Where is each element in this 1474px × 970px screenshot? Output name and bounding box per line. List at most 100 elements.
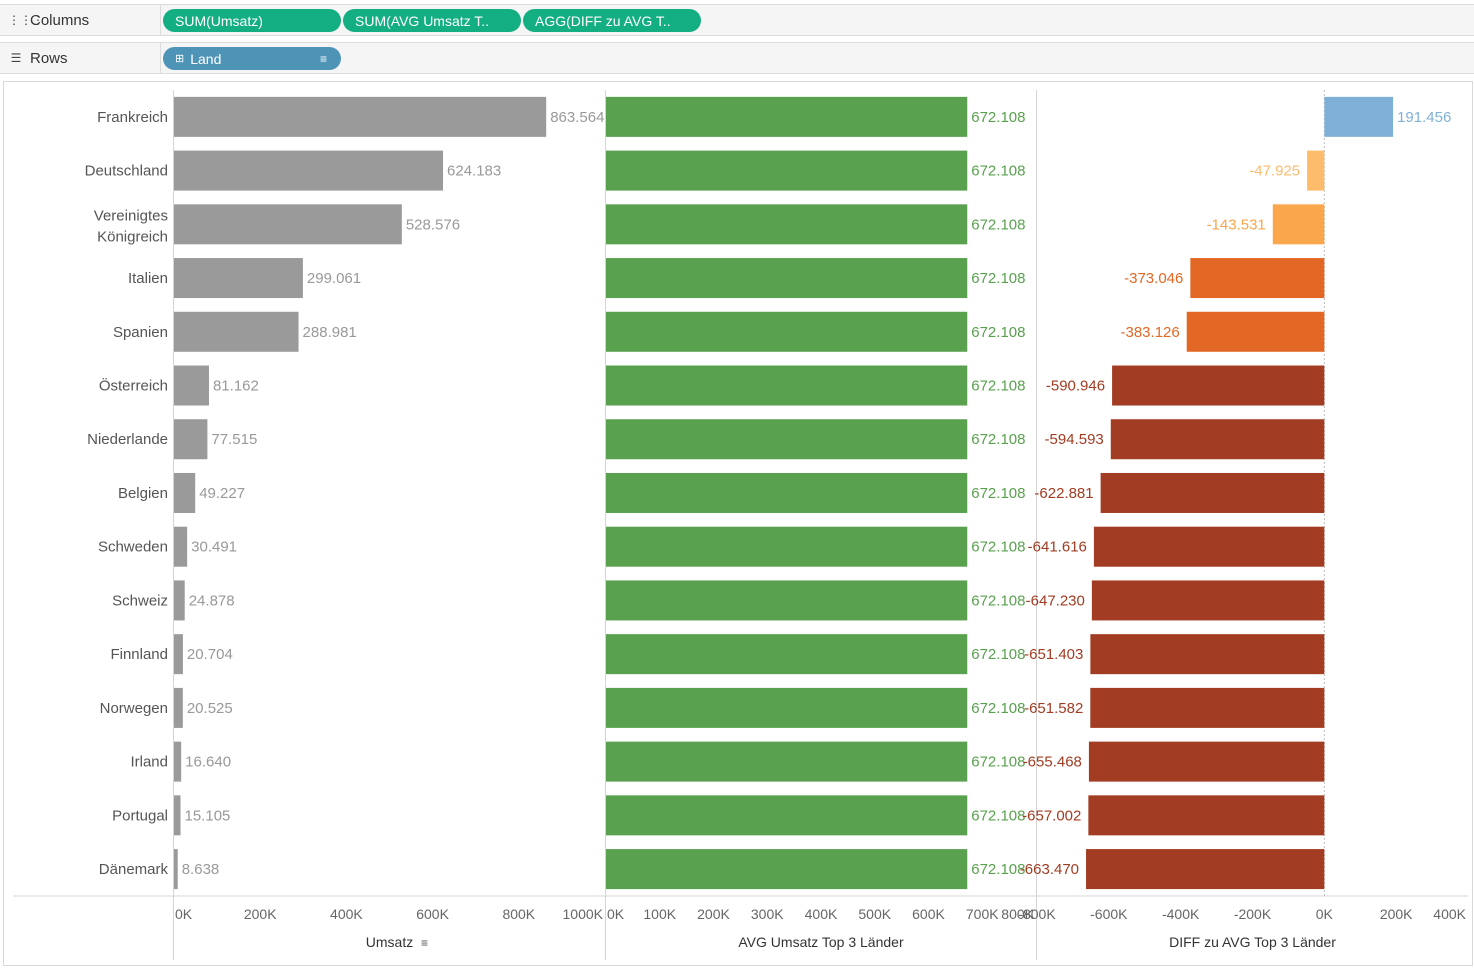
diff-bar	[1324, 96, 1394, 137]
bar-value-label: 672.108	[971, 163, 1025, 180]
umsatz-bar	[174, 741, 182, 782]
avg-bar	[606, 795, 968, 836]
category-label: Irland	[130, 754, 168, 771]
axis-tick-label: 700K	[966, 906, 999, 922]
diff-bar	[1190, 258, 1325, 299]
bar-value-label: -143.531	[1207, 216, 1266, 233]
avg-bar	[606, 204, 968, 245]
axis-tick-label: 400K	[1433, 906, 1466, 922]
bar-value-label: 672.108	[971, 216, 1025, 233]
axis-tick-label: 0K	[1316, 906, 1334, 922]
axis-tick-label: 200K	[697, 906, 730, 922]
bar-value-label: -622.881	[1034, 485, 1093, 502]
bar-value-label: 863.564	[550, 109, 604, 126]
avg-bar	[606, 849, 968, 890]
bar-value-label: 672.108	[971, 109, 1025, 126]
diff-bar	[1186, 311, 1325, 352]
bar-value-label: 672.108	[971, 378, 1025, 395]
category-label: Schweden	[98, 539, 168, 556]
diff-bar	[1086, 849, 1325, 890]
axis-tick-label: -400K	[1162, 906, 1200, 922]
bar-value-label: 15.105	[185, 807, 231, 824]
category-label: Österreich	[99, 377, 168, 395]
columns-label: Columns	[30, 11, 90, 29]
umsatz-bar	[174, 204, 402, 245]
avg-bar	[606, 150, 968, 191]
bar-value-label: 299.061	[307, 270, 361, 287]
axis-tick-label: 0K	[607, 906, 625, 922]
pill-label: AGG(DIFF zu AVG T..	[535, 12, 671, 29]
umsatz-bar	[174, 795, 181, 836]
axis-tick-label: 600K	[416, 906, 449, 922]
pill-label: SUM(AVG Umsatz T..	[355, 12, 490, 29]
umsatz-bar	[174, 150, 444, 191]
diff-bar	[1272, 204, 1325, 245]
bar-value-label: 20.704	[187, 646, 233, 663]
umsatz-bar	[174, 687, 183, 728]
expand-icon[interactable]: ⊞	[175, 53, 185, 65]
avg-bar	[606, 741, 968, 782]
avg-bar	[606, 634, 968, 675]
category-label-line: Vereinigtes	[94, 207, 168, 224]
pill-agg-diff[interactable]: AGG(DIFF zu AVG T..	[523, 9, 701, 32]
axis-tick-label: 800K	[1001, 906, 1034, 922]
pill-label: SUM(Umsatz)	[175, 12, 263, 29]
axis-tick-label: 1000K	[563, 906, 604, 922]
rows-shelf-label: ☰ Rows	[0, 43, 161, 73]
diff-bar	[1090, 634, 1325, 675]
axis-tick-label: 600K	[912, 906, 945, 922]
avg-bar	[606, 96, 968, 137]
axis-tick-label: -600K	[1090, 906, 1128, 922]
diff-bar	[1100, 472, 1325, 513]
pill-sum-avg-umsatz[interactable]: SUM(AVG Umsatz T..	[343, 9, 521, 32]
diff-bar	[1088, 741, 1325, 782]
umsatz-bar	[174, 526, 188, 567]
pill-land[interactable]: ⊞ Land ≡	[163, 47, 341, 70]
bar-value-label: 30.491	[191, 539, 237, 556]
axis-tick-label: 0K	[175, 906, 193, 922]
avg-bar	[606, 311, 968, 352]
bar-value-label: 16.640	[185, 754, 231, 771]
bar-value-label: 624.183	[447, 163, 501, 180]
bar-value-label: 672.108	[971, 270, 1025, 287]
umsatz-bar	[174, 580, 185, 621]
bar-value-label: -594.593	[1045, 431, 1104, 448]
axis-tick-label: 500K	[858, 906, 891, 922]
bar-value-label: -651.403	[1024, 646, 1083, 663]
avg-bar	[606, 687, 968, 728]
rows-shelf: ☰ Rows ⊞ Land ≡	[0, 42, 1474, 74]
category-label: Finnland	[110, 646, 168, 663]
sort-descending-icon[interactable]: ≡	[319, 52, 327, 66]
bar-value-label: -641.616	[1028, 539, 1087, 556]
bar-value-label: 288.981	[303, 324, 357, 341]
diff-bar	[1091, 580, 1325, 621]
axis-tick-label: 400K	[330, 906, 363, 922]
diff-bar	[1093, 526, 1325, 567]
bar-value-label: 81.162	[213, 378, 259, 395]
umsatz-bar	[174, 472, 196, 513]
bar-value-label: -655.468	[1023, 754, 1082, 771]
sort-indicator-icon: ≡	[421, 936, 428, 950]
category-label: Spanien	[113, 324, 168, 341]
umsatz-bar	[174, 849, 178, 890]
axis-title: AVG Umsatz Top 3 Länder	[738, 934, 904, 950]
category-label: Portugal	[112, 807, 168, 824]
umsatz-bar	[174, 311, 299, 352]
category-label: Italien	[128, 270, 168, 287]
avg-bar	[606, 580, 968, 621]
bar-value-label: 672.108	[971, 324, 1025, 341]
pill-label: Land	[190, 50, 222, 67]
chart-frame	[3, 81, 1473, 966]
axis-tick-label: -200K	[1234, 906, 1272, 922]
diff-bar	[1090, 687, 1325, 728]
bar-value-label: -657.002	[1022, 807, 1081, 824]
columns-shelf: ⋮⋮⋮ Columns SUM(Umsatz) SUM(AVG Umsatz T…	[0, 4, 1474, 36]
bar-value-label: -590.946	[1046, 378, 1105, 395]
category-label: Dänemark	[99, 861, 169, 878]
axis-tick-label: -800K	[1018, 906, 1056, 922]
bar-value-label: 672.108	[971, 700, 1025, 717]
axis-tick-label: 300K	[751, 906, 784, 922]
pill-sum-umsatz[interactable]: SUM(Umsatz)	[163, 9, 341, 32]
avg-bar	[606, 365, 968, 406]
bar-value-label: 528.576	[406, 216, 460, 233]
